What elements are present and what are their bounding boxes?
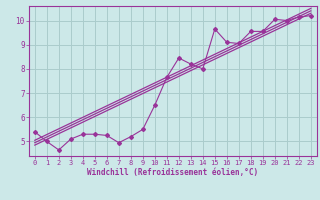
X-axis label: Windchill (Refroidissement éolien,°C): Windchill (Refroidissement éolien,°C) <box>87 168 258 177</box>
